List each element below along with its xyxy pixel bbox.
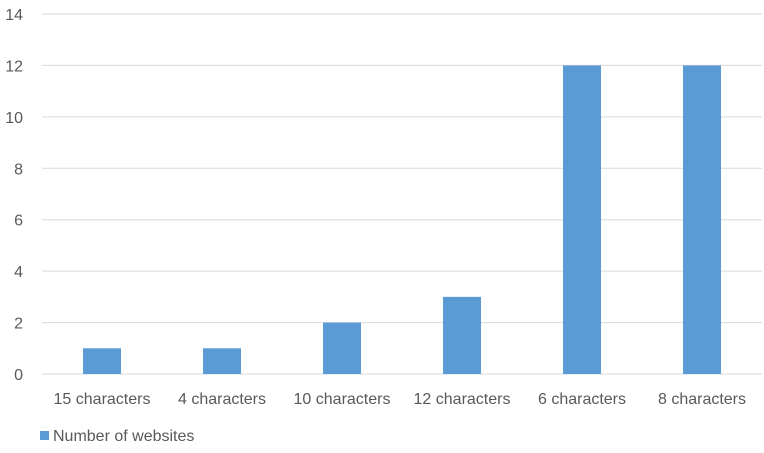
y-tick-label: 2: [14, 316, 23, 333]
x-tick-label: 4 characters: [178, 391, 266, 408]
bar: [563, 65, 601, 374]
y-tick-label: 8: [14, 161, 23, 178]
gridlines: [42, 13, 762, 375]
legend-label: Number of websites: [53, 428, 194, 445]
y-tick-label: 12: [5, 58, 23, 75]
y-axis-ticks: 0 2 4 6 8 10 12 14: [5, 7, 23, 384]
x-axis-labels: 15 characters 4 characters 10 characters 12…: [54, 391, 746, 408]
legend-swatch: [40, 431, 49, 440]
bars: [83, 65, 721, 374]
y-tick-label: 10: [5, 110, 23, 127]
legend: Number of websites: [40, 428, 194, 445]
y-tick-label: 6: [14, 213, 23, 230]
bar: [203, 348, 241, 374]
x-tick-label: 12 characters: [414, 391, 511, 408]
x-tick-label: 8 characters: [658, 391, 746, 408]
y-tick-label: 0: [14, 367, 23, 384]
x-tick-label: 15 characters: [54, 391, 151, 408]
x-tick-label: 10 characters: [294, 391, 391, 408]
bar: [323, 322, 361, 374]
bar: [83, 348, 121, 374]
x-tick-label: 6 characters: [538, 391, 626, 408]
bar: [443, 296, 481, 374]
bar: [683, 65, 721, 374]
y-tick-label: 4: [14, 264, 23, 281]
y-tick-label: 14: [5, 7, 23, 24]
